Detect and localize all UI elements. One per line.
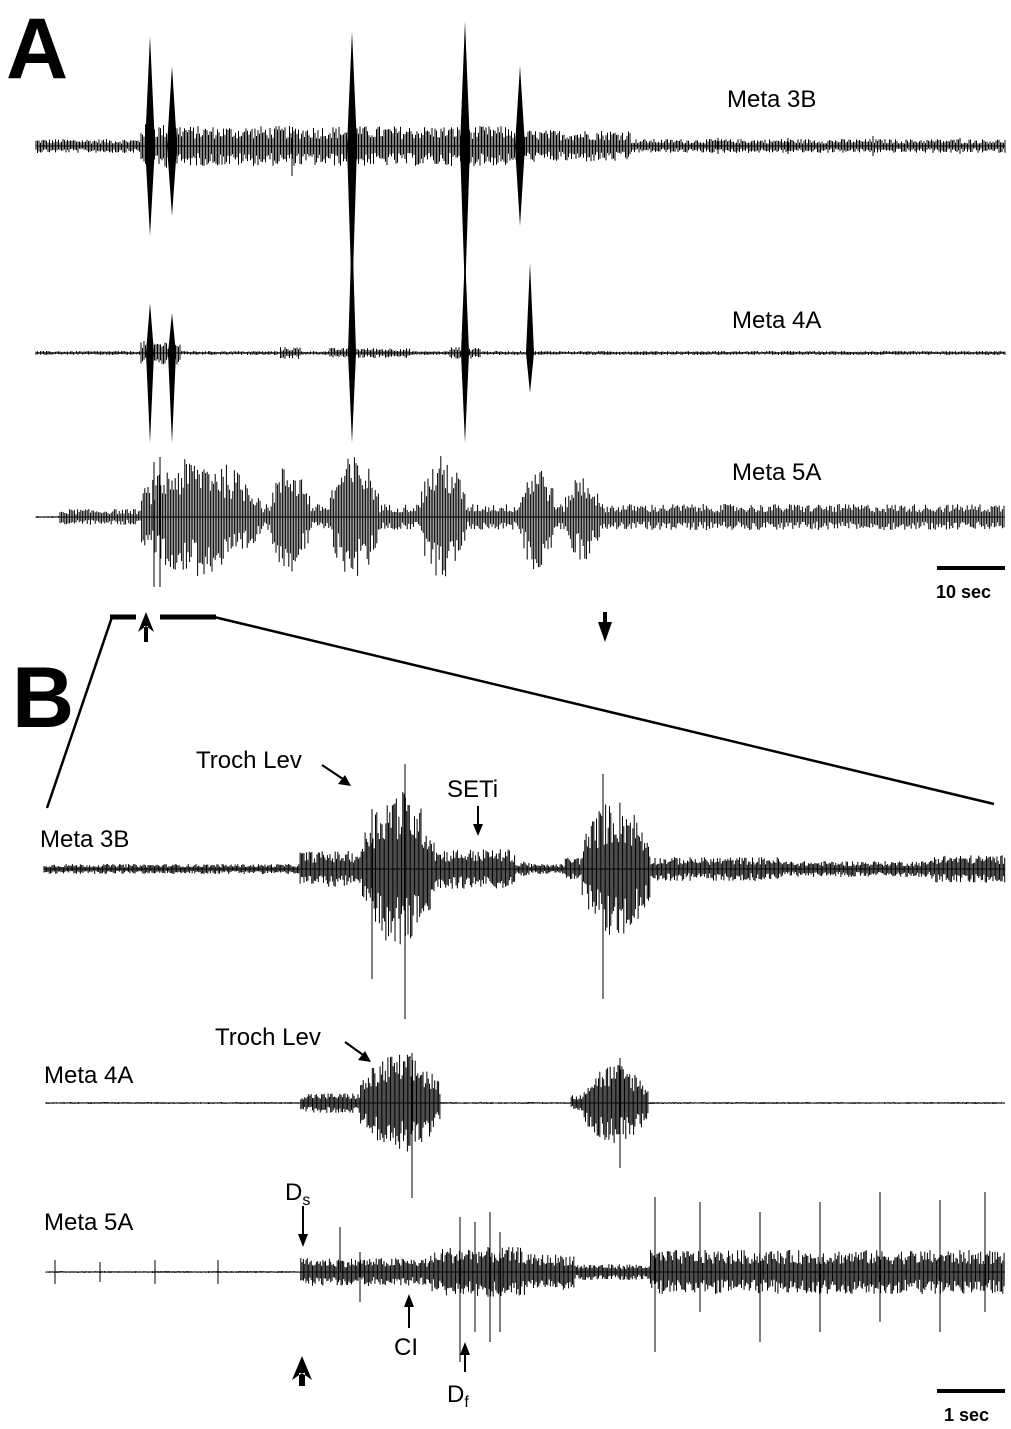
panel-b-trace-meta-4a [45, 1053, 1005, 1198]
traceB5A-path [45, 1192, 1005, 1362]
panel-b-letter: B [12, 650, 74, 746]
panel-b-scale-label: 1 sec [944, 1405, 989, 1425]
artifact-spike [146, 303, 154, 443]
panel-a-trace-meta-5a [35, 456, 1005, 587]
annotation-ds: Ds [285, 1179, 310, 1209]
artifact-spike [168, 313, 176, 443]
artifact-spike [460, 21, 470, 296]
panel-a-trace-meta-3b [35, 21, 1006, 306]
panel-b-label-meta-4a: Meta 4A [44, 1062, 133, 1089]
annotation-seti-arrow [473, 806, 483, 836]
expansion-line-right [213, 615, 995, 806]
traceB4A-path [45, 1053, 1005, 1198]
artifact-spike [348, 223, 356, 443]
stim-on-arrow-b [292, 1356, 312, 1386]
annotation-troch-lev-4a: Troch Lev [215, 1024, 321, 1051]
artifact-spike [145, 36, 155, 236]
panel-a-label-meta-4a: Meta 4A [732, 307, 821, 334]
panel-a-label-meta-3b: Meta 3B [727, 86, 816, 113]
artifact-spike [461, 253, 469, 443]
stim-on-arrow-a [138, 612, 154, 642]
annotation-troch-lev-4a-arrow [344, 1041, 371, 1062]
panel-a-trace-meta-4a [35, 223, 1006, 443]
panel-b-trace-meta-3b [43, 764, 1006, 1019]
panel-b-trace-meta-5a [45, 1192, 1005, 1362]
traceB3B-path [43, 764, 1006, 1019]
annotation-df-arrow [460, 1342, 470, 1372]
annotation-df: Df [447, 1381, 469, 1411]
artifact-spike [526, 263, 534, 393]
panel-a-letter: A [6, 1, 68, 97]
artifact-spike [347, 31, 357, 306]
annotation-troch-lev-3b-arrow [321, 764, 351, 786]
artifact-spike [167, 66, 177, 216]
panel-a-label-meta-5a: Meta 5A [732, 459, 821, 486]
annotation-ci: CI [394, 1334, 418, 1361]
expansion-line-left [45, 616, 114, 809]
panel-b-label-meta-3b: Meta 3B [40, 826, 129, 853]
panel-b-label-meta-5a: Meta 5A [44, 1209, 133, 1236]
panel-a-scale-label: 10 sec [936, 582, 991, 602]
annotation-ci-arrow [404, 1294, 414, 1328]
annotation-troch-lev-3b: Troch Lev [196, 747, 302, 774]
traceA5A-path [35, 456, 1005, 587]
artifact-spike [515, 66, 525, 226]
stim-off-arrow-a [598, 612, 612, 642]
annotation-seti: SETi [447, 776, 498, 803]
traceA4A-path [35, 341, 1006, 365]
annotation-ds-arrow [298, 1206, 308, 1247]
